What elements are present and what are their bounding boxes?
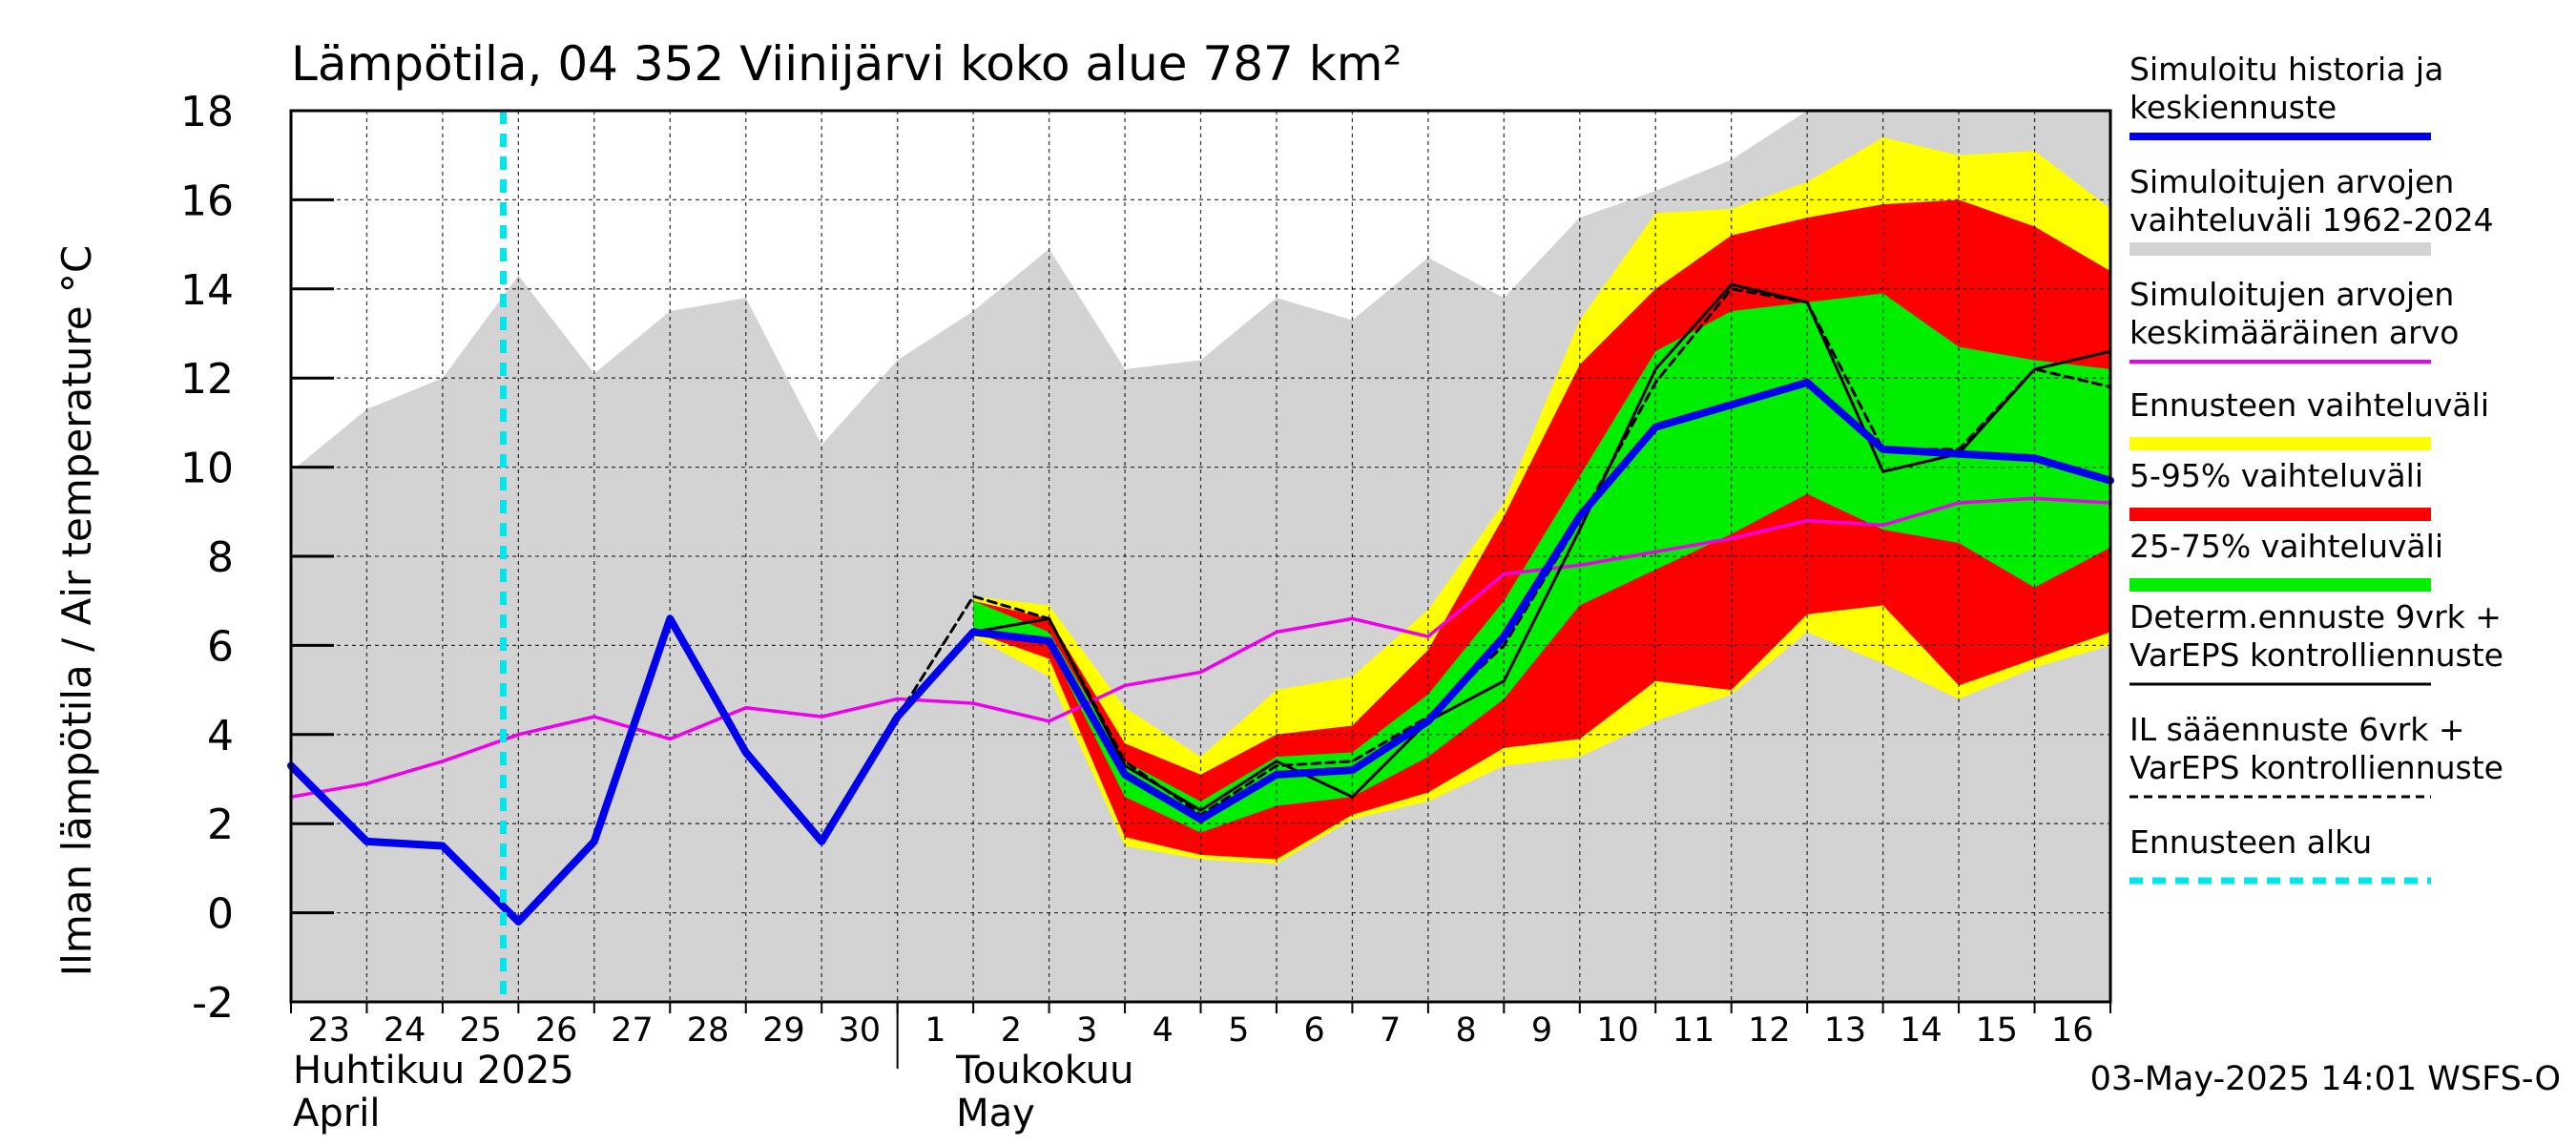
- history-line: [287, 378, 2114, 926]
- y-tick-label: 10: [180, 445, 234, 493]
- month-label-en: April: [293, 1092, 380, 1135]
- x-tick-label: 11: [1672, 1011, 1715, 1050]
- mean-line: [289, 496, 2112, 799]
- chart-title: Lämpötila, 04 352 Viinijärvi koko alue 7…: [291, 36, 1402, 92]
- legend-label: Simuloitu historia ja: [2129, 51, 2443, 88]
- x-tick-label: 16: [2051, 1011, 2094, 1050]
- x-tick-label: 23: [307, 1011, 350, 1050]
- legend-label: 25-75% vaihteluväli: [2129, 528, 2443, 565]
- legend-label: VarEPS kontrolliennuste: [2129, 749, 2503, 786]
- y-tick-label: 2: [207, 801, 234, 849]
- legend-label: Determ.ennuste 9vrk +: [2129, 598, 2502, 635]
- y-tick-label: 12: [180, 355, 234, 404]
- y-axis-label: Ilman lämpötila / Air temperature °C: [53, 245, 100, 976]
- grid: [291, 111, 2110, 1002]
- series-lines: [287, 111, 2114, 1002]
- x-tick-label: 9: [1531, 1011, 1552, 1050]
- x-tick-label: 14: [1900, 1011, 1942, 1050]
- legend-label: Ennusteen vaihteluväli: [2129, 386, 2489, 424]
- legend-label: 5-95% vaihteluväli: [2129, 457, 2423, 494]
- range-25-75-area: [973, 293, 2110, 833]
- y-tick-label: 14: [180, 266, 234, 315]
- x-tick-label: 2: [1001, 1011, 1022, 1050]
- month-label-en: May: [956, 1092, 1035, 1135]
- y-tick-label: 6: [207, 622, 234, 671]
- y-tick-label: 4: [207, 712, 234, 760]
- month-label-fi: Huhtikuu 2025: [293, 1049, 574, 1093]
- x-tick-label: 15: [1976, 1011, 2019, 1050]
- legend-label: IL sääennuste 6vrk +: [2129, 711, 2465, 748]
- legend-label: Simuloitujen arvojen: [2129, 163, 2454, 200]
- y-tick-label: 0: [207, 890, 234, 939]
- x-tick-label: 30: [839, 1011, 882, 1050]
- legend-label: Simuloitujen arvojen: [2129, 276, 2454, 313]
- timestamp: 03-May-2025 14:01 WSFS-O: [2090, 1060, 2561, 1098]
- x-tick-label: 10: [1596, 1011, 1639, 1050]
- y-tick-label: 18: [180, 88, 234, 136]
- x-tick-label: 29: [762, 1011, 805, 1050]
- x-tick-label: 8: [1455, 1011, 1476, 1050]
- x-tick-label: 24: [384, 1011, 426, 1050]
- legend-label: vaihteluväli 1962-2024: [2129, 201, 2494, 239]
- y-tick-label: -2: [192, 979, 234, 1028]
- y-tick-label: 16: [180, 177, 234, 225]
- x-tick-label: 7: [1380, 1011, 1401, 1050]
- x-tick-label: 28: [687, 1011, 730, 1050]
- x-tick-label: 1: [924, 1011, 945, 1050]
- x-tick-label: 26: [535, 1011, 578, 1050]
- legend-label: keskimääräinen arvo: [2129, 314, 2459, 351]
- x-tick-label: 3: [1076, 1011, 1097, 1050]
- x-tick-label: 27: [611, 1011, 654, 1050]
- x-tick-label: 13: [1824, 1011, 1867, 1050]
- legend-label: VarEPS kontrolliennuste: [2129, 636, 2503, 674]
- month-label-fi: Toukokuu: [955, 1049, 1133, 1093]
- x-tick-label: 6: [1304, 1011, 1325, 1050]
- x-tick-label: 25: [459, 1011, 502, 1050]
- legend-label: Ennusteen alku: [2129, 823, 2372, 861]
- legend-label: keskiennuste: [2129, 89, 2337, 126]
- x-tick-label: 5: [1228, 1011, 1249, 1050]
- y-tick-label: 8: [207, 533, 234, 582]
- x-tick-label: 4: [1153, 1011, 1174, 1050]
- x-tick-label: 12: [1748, 1011, 1791, 1050]
